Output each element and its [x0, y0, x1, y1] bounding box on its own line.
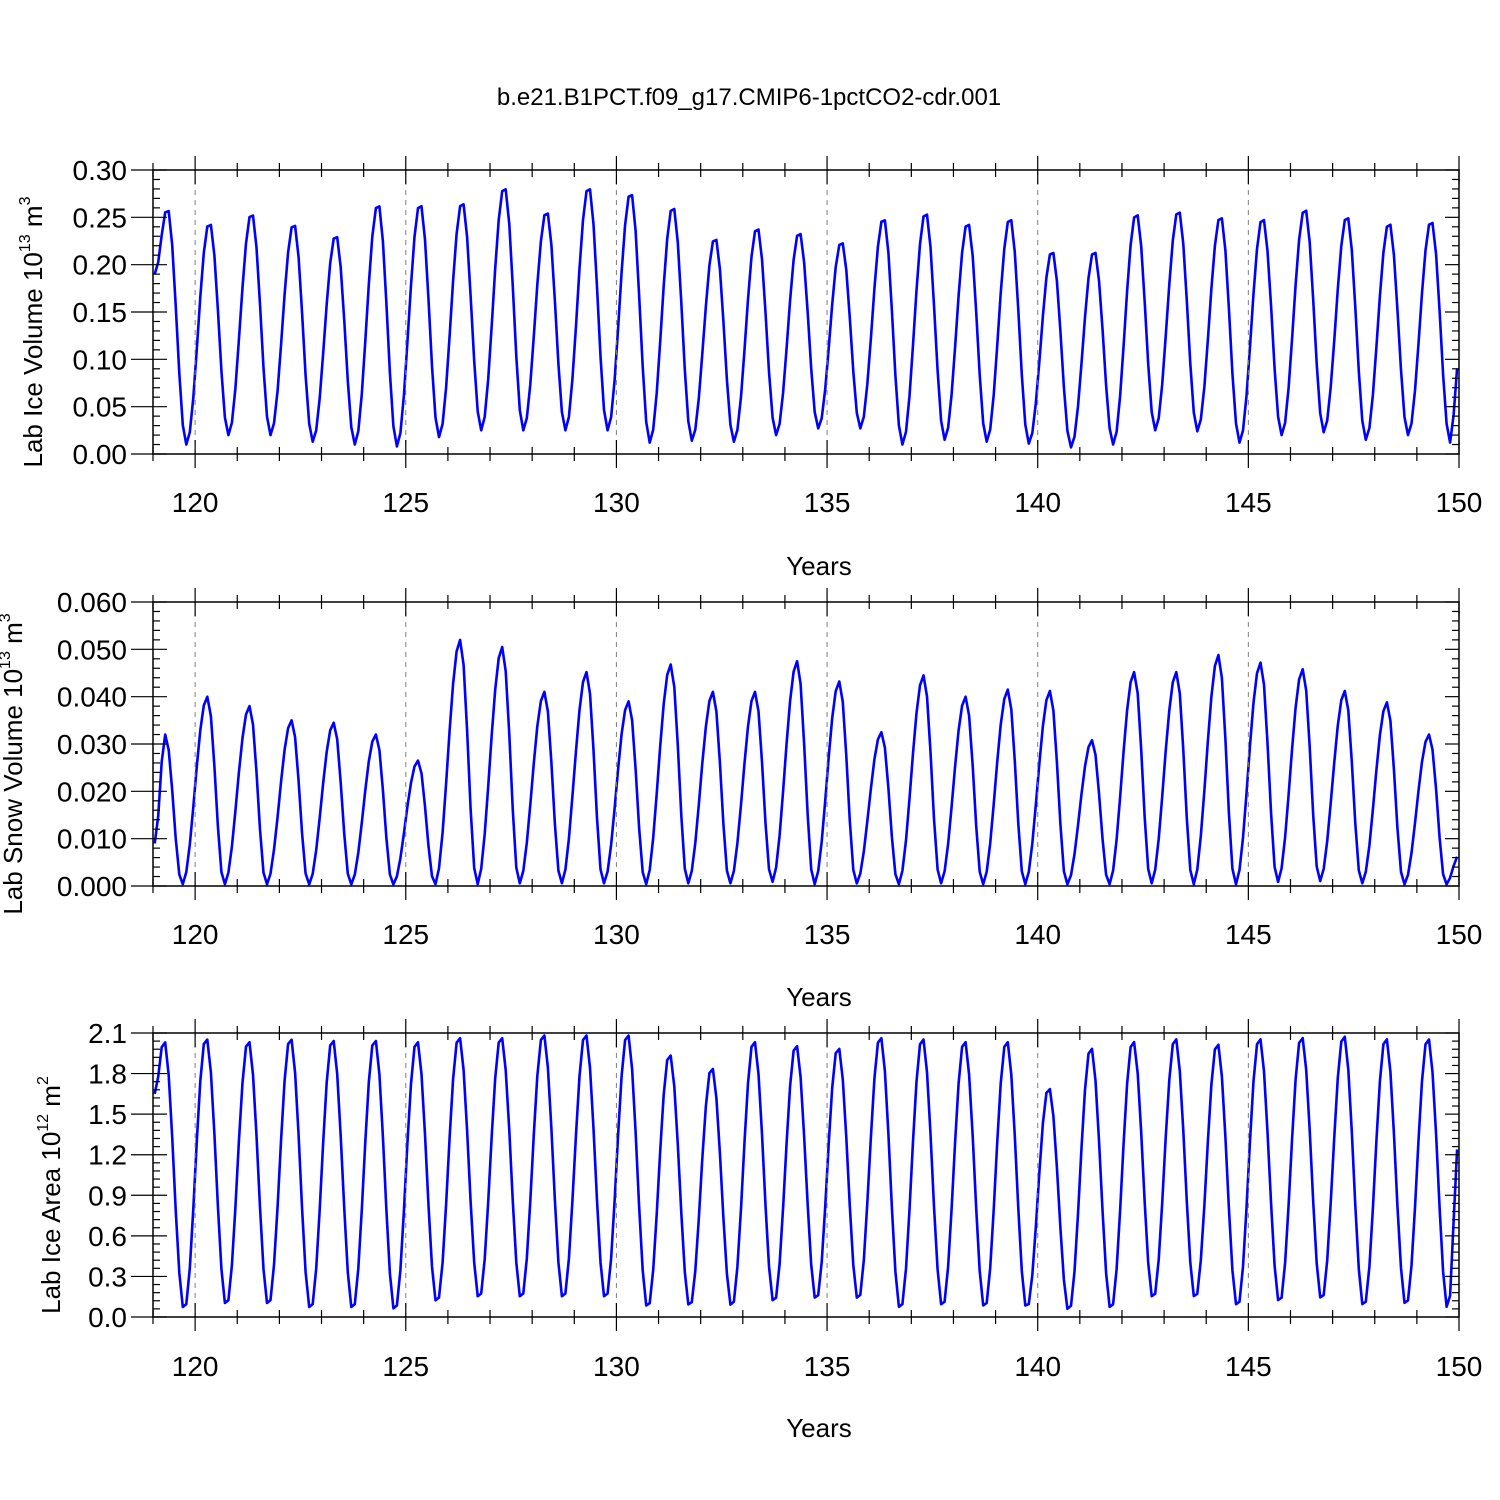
y-tick-label: 0.0 — [88, 1302, 127, 1333]
x-tick-label: 130 — [593, 919, 640, 950]
ticks-layer: 0.00 0.05 0.10 0.15 0.20 0.25 0.30 120 125 130 135… — [73, 155, 1483, 518]
x-tick-label: 145 — [1225, 1351, 1272, 1382]
x-tick-label: 140 — [1014, 487, 1061, 518]
x-tick-label: 150 — [1436, 919, 1483, 950]
x-axis-title: Years — [786, 982, 852, 1012]
x-tick-label: 145 — [1225, 487, 1272, 518]
ticks-layer: 0.0 0.3 0.6 0.9 1.2 1.5 1.8 2.1 120 125 130 135 140 1… — [88, 1018, 1482, 1382]
y-tick-label: 0.000 — [57, 871, 127, 902]
y-tick-label: 0.00 — [73, 439, 128, 470]
y-axis-title-exponent: 13 — [0, 651, 14, 669]
y-tick-label: 1.8 — [88, 1059, 127, 1090]
y-tick-label: 0.6 — [88, 1221, 127, 1252]
figure-title: b.e21.B1PCT.f09_g17.CMIP6-1pctCO2-cdr.00… — [497, 84, 1001, 111]
x-tick-label: 130 — [593, 487, 640, 518]
y-axis-title: Lab Snow Volume 1013 m3 — [0, 613, 28, 914]
y-tick-label: 0.15 — [73, 297, 128, 328]
x-tick-label: 140 — [1014, 919, 1061, 950]
y-tick-label: 0.30 — [73, 155, 128, 186]
y-tick-label: 1.2 — [88, 1140, 127, 1171]
x-tick-label: 145 — [1225, 919, 1272, 950]
x-tick-label: 125 — [382, 487, 429, 518]
y-axis-title: Lab Ice Area 1012 m2 — [35, 1076, 66, 1314]
x-tick-label: 135 — [804, 1351, 851, 1382]
plot-frame — [152, 601, 1460, 887]
x-tick-label: 125 — [382, 1351, 429, 1382]
y-axis-title-unit: m — [0, 622, 28, 651]
grid-layer — [194, 602, 1249, 886]
y-axis-title-unit-exponent: 2 — [35, 1076, 52, 1085]
x-tick-label: 150 — [1436, 1351, 1483, 1382]
x-tick-label: 140 — [1014, 1351, 1061, 1382]
x-axis-title: Years — [786, 1413, 852, 1443]
y-tick-label: 0.25 — [73, 202, 128, 233]
series-line — [153, 188, 1459, 449]
y-axis-title-exponent: 13 — [17, 234, 34, 252]
y-tick-label: 0.060 — [57, 587, 127, 618]
y-axis-title-unit: m — [18, 205, 48, 234]
x-tick-label: 120 — [172, 919, 219, 950]
x-tick-label: 125 — [382, 919, 429, 950]
y-axis-title-text: Lab Ice Volume 10 — [18, 252, 48, 467]
series-layer — [153, 188, 1459, 449]
x-tick-label: 120 — [172, 487, 219, 518]
y-tick-label: 0.3 — [88, 1261, 127, 1292]
y-axis-title-unit-exponent: 3 — [0, 613, 14, 622]
y-axis-title: Lab Ice Volume 1013 m3 — [17, 196, 48, 467]
y-tick-label: 0.020 — [57, 776, 127, 807]
y-tick-label: 0.040 — [57, 682, 127, 713]
y-tick-label: 0.05 — [73, 392, 128, 423]
y-axis-title-unit: m — [36, 1085, 66, 1114]
plot-frame — [152, 1032, 1460, 1318]
series-layer — [153, 1034, 1459, 1311]
y-tick-label: 0.9 — [88, 1180, 127, 1211]
y-tick-label: 2.1 — [88, 1018, 127, 1049]
y-tick-label: 0.050 — [57, 634, 127, 665]
y-tick-label: 1.5 — [88, 1099, 127, 1130]
series-line — [153, 1034, 1459, 1311]
y-tick-label: 0.010 — [57, 824, 127, 855]
x-axis-title: Years — [786, 551, 852, 581]
y-tick-label: 0.10 — [73, 344, 128, 375]
y-tick-label: 0.20 — [73, 250, 128, 281]
x-tick-label: 120 — [172, 1351, 219, 1382]
y-tick-label: 0.030 — [57, 729, 127, 760]
grid-layer — [194, 1033, 1249, 1317]
x-tick-label: 150 — [1436, 487, 1483, 518]
x-tick-label: 135 — [804, 919, 851, 950]
panel-lab-snow-volume: 0.000 0.010 0.020 0.030 0.040 0.050 0.060 120 12… — [0, 587, 1482, 1012]
series-layer — [153, 638, 1459, 886]
panel-lab-ice-area: 0.0 0.3 0.6 0.9 1.2 1.5 1.8 2.1 120 125 130 135 140 1… — [35, 1018, 1482, 1443]
y-axis-title-exponent: 12 — [35, 1114, 52, 1132]
y-axis-title-unit-exponent: 3 — [17, 196, 34, 205]
y-axis-title-text: Lab Ice Area 10 — [36, 1132, 66, 1314]
ticks-layer: 0.000 0.010 0.020 0.030 0.040 0.050 0.060 120 12… — [57, 587, 1482, 950]
x-tick-label: 135 — [804, 487, 851, 518]
panel-lab-ice-volume: 0.00 0.05 0.10 0.15 0.20 0.25 0.30 120 125 130 135… — [17, 155, 1482, 581]
y-axis-title-text: Lab Snow Volume 10 — [0, 669, 28, 915]
grid-layer — [194, 170, 1249, 454]
x-tick-label: 130 — [593, 1351, 640, 1382]
series-line — [153, 638, 1459, 886]
